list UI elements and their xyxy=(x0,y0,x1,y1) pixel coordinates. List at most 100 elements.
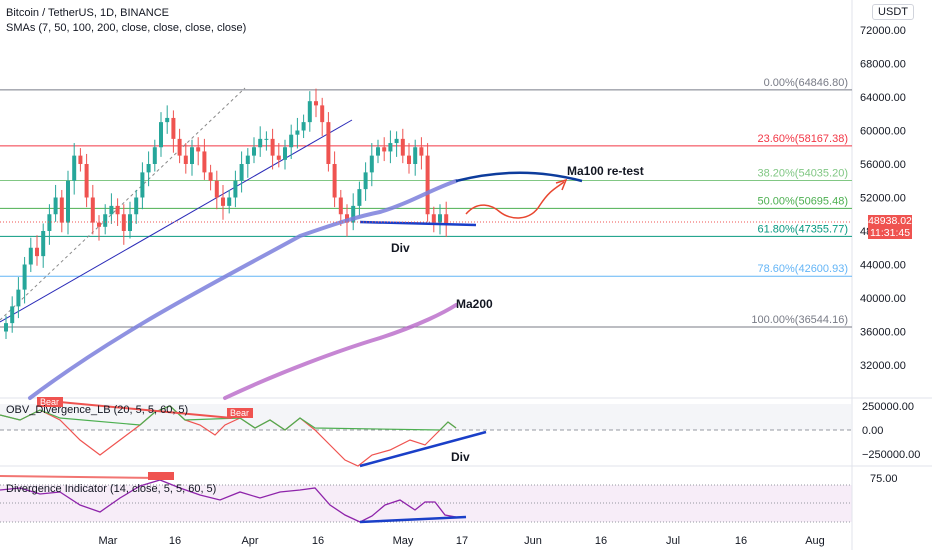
price-tick: 60000.00 xyxy=(860,126,906,138)
candle-body xyxy=(252,147,256,156)
candle-body xyxy=(444,214,449,224)
projection-arrow[interactable] xyxy=(465,181,565,219)
bar-countdown: 11:31:45 xyxy=(869,227,911,239)
candle-body xyxy=(84,164,89,198)
time-tick: Jun xyxy=(524,535,542,547)
fib-level-label: 23.60%(58167.38) xyxy=(757,133,848,145)
candle-body xyxy=(41,231,46,257)
ma100-retest-label: Ma100 re-test xyxy=(567,164,644,178)
candle-body xyxy=(332,164,337,198)
price-tick: 36000.00 xyxy=(860,327,906,339)
time-tick: 16 xyxy=(595,535,607,547)
time-tick: Jul xyxy=(666,535,680,547)
candle-body xyxy=(407,155,411,164)
chart-legend[interactable]: Bitcoin / TetherUS, 1D, BINANCE SMAs (7,… xyxy=(6,6,246,36)
price-axis[interactable]: 72000.00 68000.00 64000.00 60000.00 56000.00… xyxy=(860,25,906,372)
symbol-title[interactable]: Bitcoin / TetherUS, 1D, BINANCE xyxy=(6,7,170,19)
projection-curve[interactable] xyxy=(455,171,583,183)
candle-body xyxy=(152,147,157,164)
time-tick: Apr xyxy=(241,535,258,547)
candle-body xyxy=(283,147,287,160)
fib-level-label: 61.80%(47355.77) xyxy=(757,223,848,235)
candle-body xyxy=(97,222,101,227)
obv-indicator-title[interactable]: OBV_Divergence_LB (20, 5, 5, 60, 5) xyxy=(6,404,189,416)
ma200-label: Ma200 xyxy=(456,297,493,311)
dashed-trendline[interactable] xyxy=(0,87,246,321)
time-tick: 17 xyxy=(456,535,468,547)
candle-body xyxy=(16,289,21,307)
time-tick: 16 xyxy=(312,535,324,547)
candle-body xyxy=(376,147,380,156)
currency-button[interactable]: USDT xyxy=(872,4,914,20)
candle-body xyxy=(258,138,263,148)
sma-indicator-label[interactable]: SMAs (7, 50, 100, 200, close, close, clo… xyxy=(6,22,247,34)
candle-body xyxy=(177,138,182,156)
candle-body xyxy=(413,147,418,164)
ma100-line[interactable] xyxy=(28,179,458,400)
candle-body xyxy=(351,205,356,223)
candle-body xyxy=(4,323,8,332)
div-label-obv: Div xyxy=(451,450,470,464)
candle-body xyxy=(295,130,300,135)
candle-body xyxy=(78,155,83,164)
candle-body xyxy=(66,180,70,223)
candle-body xyxy=(10,306,15,324)
candle-body xyxy=(190,147,194,164)
divergence-indicator-title[interactable]: Divergence Indicator (14, close, 5, 5, 6… xyxy=(6,483,217,495)
rsi-bull-divergence[interactable] xyxy=(359,515,467,524)
time-tick: Aug xyxy=(805,535,825,547)
candle-body xyxy=(276,155,281,160)
candle-body xyxy=(425,155,430,215)
price-tick: 40000.00 xyxy=(860,293,906,305)
time-tick: 16 xyxy=(169,535,181,547)
price-tick: 68000.00 xyxy=(860,59,906,71)
candle-body xyxy=(28,247,33,265)
candle-body xyxy=(227,197,232,206)
obv-axis-top: 250000.00 xyxy=(862,401,914,413)
candle-body xyxy=(394,138,399,144)
current-price: 48938.02 xyxy=(868,215,912,227)
candle-body xyxy=(72,155,77,181)
fib-level-label: 50.00%(50695.48) xyxy=(757,195,848,207)
candle-body xyxy=(388,143,393,152)
candle-body xyxy=(128,214,132,231)
candle-body xyxy=(47,214,52,231)
candle-body xyxy=(382,147,387,152)
candle-body xyxy=(165,117,170,123)
candle-body xyxy=(419,147,424,156)
support-line[interactable] xyxy=(359,220,477,227)
fib-level-label: 38.20%(54035.20) xyxy=(757,167,848,179)
time-axis[interactable]: Mar 16 Apr 16 May 17 Jun 16 Jul 16 Aug xyxy=(99,535,825,547)
candle-body xyxy=(140,172,145,198)
time-tick: Mar xyxy=(99,535,118,547)
ma200-line[interactable] xyxy=(223,303,458,400)
candle-body xyxy=(214,180,219,198)
candle-body xyxy=(196,147,201,152)
price-tick: 56000.00 xyxy=(860,159,906,171)
price-tick: 64000.00 xyxy=(860,92,906,104)
candle-body xyxy=(59,197,64,223)
price-tick: 52000.00 xyxy=(860,193,906,205)
candle-body xyxy=(202,151,207,173)
candle-body xyxy=(239,164,244,181)
obv-bull-divergence[interactable] xyxy=(359,430,487,468)
candle-body xyxy=(301,122,306,131)
candle-body xyxy=(338,197,343,215)
div-label-price: Div xyxy=(391,241,410,255)
candle-body xyxy=(53,197,58,215)
obv-bear-tag-1 xyxy=(37,397,63,407)
candle-body xyxy=(233,180,238,198)
ascending-trendline[interactable] xyxy=(0,119,353,323)
candle-body xyxy=(109,205,114,215)
divergence-rsi-line xyxy=(0,479,457,523)
candle-body xyxy=(345,214,349,223)
candle-body xyxy=(115,205,120,215)
fib-level-label: 0.00%(64846.80) xyxy=(764,77,848,89)
svg-text:Bear: Bear xyxy=(40,397,59,407)
obv-axis-zero: 0.00 xyxy=(862,425,883,437)
candle-body xyxy=(90,197,95,223)
rsi-axis-75: 75.00 xyxy=(870,473,898,485)
candle-body xyxy=(183,155,188,164)
